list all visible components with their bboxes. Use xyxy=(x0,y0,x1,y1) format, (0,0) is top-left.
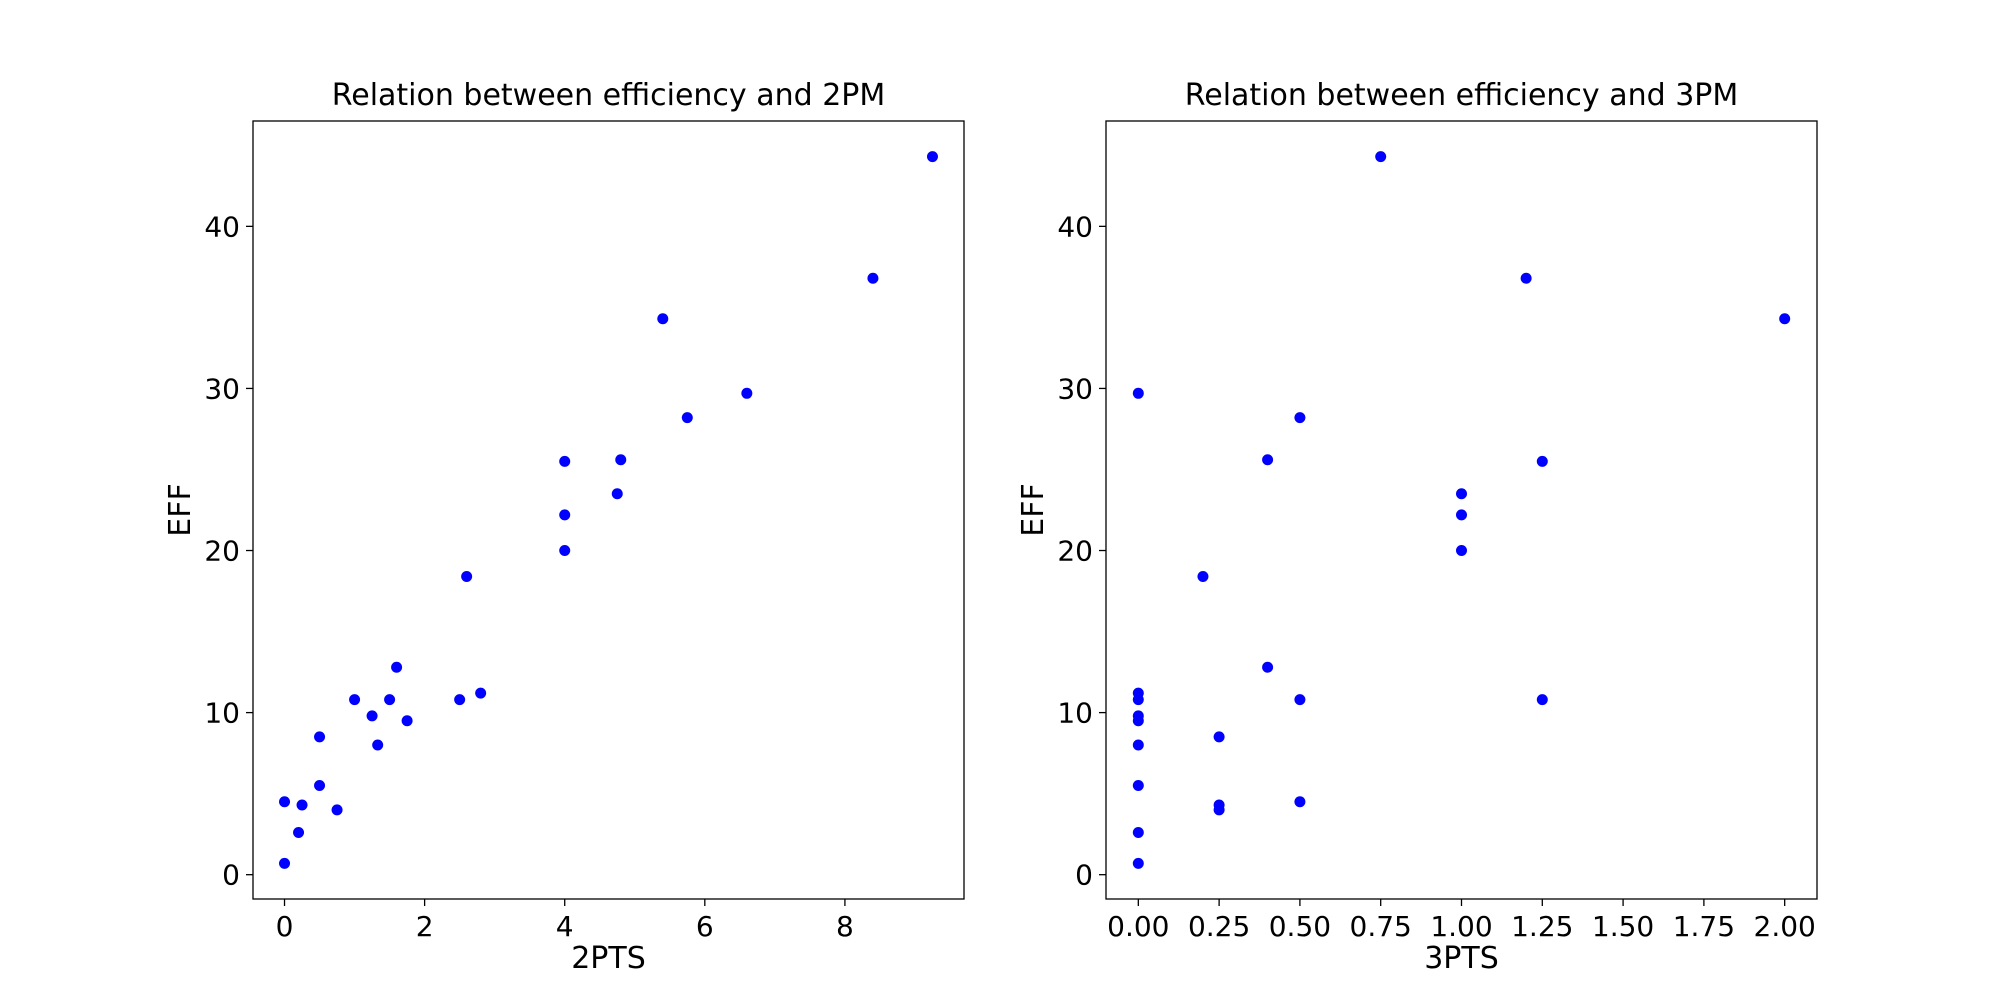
data-point xyxy=(1132,857,1144,869)
data-point xyxy=(1262,661,1274,673)
data-point xyxy=(293,827,305,839)
data-point xyxy=(475,687,487,699)
y-tick-label: 30 xyxy=(204,372,240,405)
y-tick-label: 30 xyxy=(1057,372,1093,405)
data-point xyxy=(461,570,473,582)
x-tick-label: 2.00 xyxy=(1754,910,1816,943)
data-point xyxy=(1456,488,1467,500)
y-tick-label: 20 xyxy=(1057,535,1093,568)
data-point xyxy=(559,455,571,467)
data-point xyxy=(279,857,291,869)
x-tick-label: 1.25 xyxy=(1511,910,1573,943)
data-point xyxy=(1294,412,1306,424)
data-point xyxy=(1213,799,1225,811)
x-tick-label: 0.75 xyxy=(1350,910,1412,943)
y-tick-label: 0 xyxy=(1075,859,1093,892)
chart-title-3pm: Relation between efficiency and 3PM xyxy=(1185,78,1739,113)
data-point xyxy=(384,694,396,706)
data-point xyxy=(657,313,669,325)
x-tick-label: 0.00 xyxy=(1107,910,1169,943)
x-axis-label-2pm: 2PTS xyxy=(571,941,646,976)
data-point xyxy=(401,715,413,727)
plot-frame-2pm xyxy=(252,120,965,900)
y-tick-label: 20 xyxy=(204,535,240,568)
x-tick-label: 0 xyxy=(276,910,294,943)
data-point xyxy=(1456,509,1467,521)
x-tick-label: 1.50 xyxy=(1592,910,1654,943)
x-tick-label: 4 xyxy=(556,910,574,943)
data-point xyxy=(1197,570,1209,582)
data-point xyxy=(1294,694,1306,706)
x-tick-label: 0.25 xyxy=(1188,910,1250,943)
data-point xyxy=(1262,454,1274,466)
data-point xyxy=(279,796,291,808)
scatter-chart-3pm: Relation between efficiency and 3PM 0.00 0… xyxy=(1016,78,1818,976)
data-point xyxy=(611,488,623,500)
data-point xyxy=(1213,731,1225,743)
data-point xyxy=(372,739,384,751)
data-point xyxy=(741,387,753,399)
x-tick-label: 8 xyxy=(836,910,854,943)
data-point xyxy=(331,804,343,816)
data-point xyxy=(559,545,571,557)
data-point xyxy=(615,454,627,466)
data-point xyxy=(1375,151,1387,163)
x-tick-label: 0.50 xyxy=(1269,910,1331,943)
data-point xyxy=(454,694,466,706)
data-point xyxy=(1132,387,1144,399)
data-point xyxy=(1456,545,1467,557)
data-point xyxy=(1536,455,1548,467)
data-point xyxy=(1132,780,1144,792)
x-tick-label: 2 xyxy=(416,910,434,943)
scatter-chart-2pm: Relation between efficiency and 2PM 0 2 4 6 8… xyxy=(163,78,965,976)
data-point xyxy=(867,272,879,284)
data-point xyxy=(314,780,326,792)
x-tick-label: 1.00 xyxy=(1430,910,1492,943)
y-tick-label: 40 xyxy=(204,210,240,243)
y-tick-label: 10 xyxy=(204,697,240,730)
chart-title-2pm: Relation between efficiency and 2PM xyxy=(332,78,886,113)
x-tick-label: 1.75 xyxy=(1673,910,1735,943)
data-point xyxy=(1132,687,1144,699)
y-axis-label-3pm: EFF xyxy=(1016,483,1051,536)
x-tick-label: 6 xyxy=(696,910,714,943)
data-point xyxy=(681,412,693,424)
data-point xyxy=(1132,710,1144,722)
data-point xyxy=(1132,739,1144,751)
data-point xyxy=(314,731,326,743)
y-tick-label: 0 xyxy=(222,859,240,892)
x-axis-label-3pm: 3PTS xyxy=(1424,941,1499,976)
data-point xyxy=(349,694,361,706)
data-point xyxy=(1536,694,1548,706)
data-point xyxy=(1132,827,1144,839)
y-tick-label: 40 xyxy=(1057,210,1093,243)
data-point xyxy=(926,151,938,163)
data-point xyxy=(366,710,378,722)
y-axis-label-2pm: EFF xyxy=(163,483,198,536)
data-point xyxy=(296,799,308,811)
data-point xyxy=(1294,796,1306,808)
data-point xyxy=(391,661,403,673)
data-point xyxy=(1779,313,1791,325)
y-tick-label: 10 xyxy=(1057,697,1093,730)
data-point xyxy=(559,509,571,521)
data-point xyxy=(1520,272,1532,284)
